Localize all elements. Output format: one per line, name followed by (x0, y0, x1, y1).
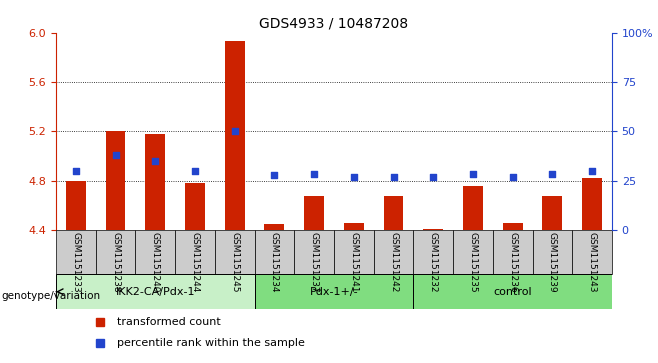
Text: GSM1151245: GSM1151245 (230, 232, 239, 293)
Text: IKK2-CA/Pdx-1: IKK2-CA/Pdx-1 (115, 287, 195, 297)
Bar (304, 196, 324, 230)
Bar (105, 131, 126, 230)
Bar (493, 230, 532, 274)
Bar (136, 230, 175, 274)
Point (230, 129, 240, 134)
Text: GSM1151236: GSM1151236 (508, 232, 517, 293)
Bar (225, 41, 245, 230)
Bar (255, 230, 294, 274)
Text: GSM1151233: GSM1151233 (71, 232, 80, 293)
Bar (145, 134, 165, 230)
Bar (334, 230, 374, 274)
Bar (572, 230, 612, 274)
Point (150, 158, 161, 164)
Text: GSM1151237: GSM1151237 (309, 232, 318, 293)
Bar (413, 230, 453, 274)
Bar (56, 230, 95, 274)
Text: GSM1151241: GSM1151241 (349, 232, 359, 293)
Bar (294, 230, 334, 274)
Bar (185, 183, 205, 230)
Bar (463, 186, 483, 230)
Text: GSM1151232: GSM1151232 (429, 232, 438, 293)
Text: GSM1151240: GSM1151240 (151, 232, 160, 293)
Text: genotype/variation: genotype/variation (1, 291, 101, 301)
Bar (542, 196, 563, 230)
Point (269, 172, 280, 178)
Bar (56, 274, 255, 309)
Bar (175, 230, 215, 274)
Point (468, 171, 478, 177)
Point (388, 174, 399, 180)
Bar (95, 230, 136, 274)
Bar (532, 230, 572, 274)
Bar (215, 230, 255, 274)
Bar (66, 181, 86, 230)
Point (190, 168, 200, 174)
Text: GSM1151242: GSM1151242 (389, 232, 398, 293)
Text: Pdx-1+/-: Pdx-1+/- (310, 287, 358, 297)
Text: control: control (494, 287, 532, 297)
Bar (344, 223, 364, 230)
Point (70, 168, 81, 174)
Point (349, 174, 359, 180)
Point (428, 174, 438, 180)
Text: percentile rank within the sample: percentile rank within the sample (117, 338, 305, 348)
Point (309, 171, 319, 177)
Text: GSM1151235: GSM1151235 (468, 232, 478, 293)
Bar (413, 274, 612, 309)
Bar (453, 230, 493, 274)
Text: GSM1151239: GSM1151239 (548, 232, 557, 293)
Point (587, 168, 597, 174)
Title: GDS4933 / 10487208: GDS4933 / 10487208 (259, 16, 409, 30)
Point (547, 171, 557, 177)
Bar (374, 230, 413, 274)
Text: GSM1151243: GSM1151243 (588, 232, 597, 293)
Text: transformed count: transformed count (117, 317, 221, 327)
Bar (255, 274, 413, 309)
Text: GSM1151244: GSM1151244 (190, 232, 199, 293)
Text: GSM1151234: GSM1151234 (270, 232, 279, 293)
Text: GSM1151238: GSM1151238 (111, 232, 120, 293)
Bar (423, 229, 443, 230)
Point (111, 152, 121, 158)
Bar (265, 224, 284, 230)
Bar (384, 196, 403, 230)
Point (507, 174, 518, 180)
Bar (582, 178, 602, 230)
Bar (503, 223, 522, 230)
